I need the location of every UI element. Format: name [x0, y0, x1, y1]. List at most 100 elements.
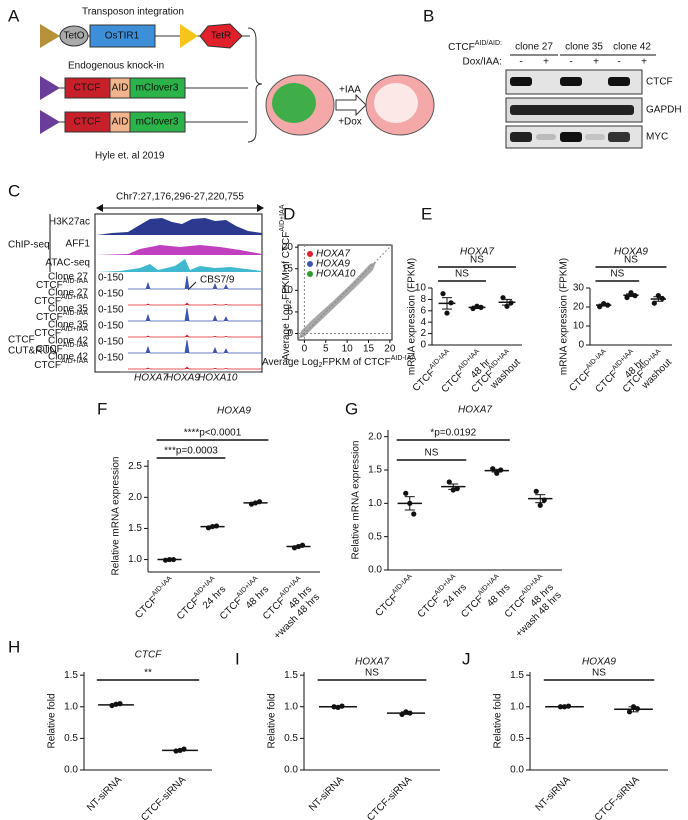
data-point: [252, 500, 259, 506]
data-point: [181, 746, 187, 752]
panel-letter: J: [462, 649, 471, 668]
arrow-head: [257, 204, 264, 212]
data-point: [537, 502, 543, 508]
label: ChIP-seq: [8, 240, 50, 251]
label: GAPDH: [646, 105, 682, 116]
y-axis-label: Relative fold: [47, 693, 58, 748]
construct-a: [40, 23, 435, 143]
text-part: Average Log: [262, 357, 319, 368]
y-tick-label: 1.5: [284, 670, 298, 681]
label: Clone 27: [48, 288, 88, 299]
x-tick-label: NT-siRNA: [85, 774, 124, 813]
data-point: [634, 706, 641, 712]
data-point: [500, 295, 506, 301]
label: 0-150: [98, 305, 124, 316]
data-point: [448, 300, 454, 306]
text-part: FPKM of CTCF: [322, 357, 390, 368]
category-label: CTCF-siRNA: [365, 774, 414, 820]
label: HOXA9: [166, 373, 200, 384]
data-point: [411, 511, 417, 517]
chart-title: HOXA9: [582, 657, 616, 668]
y-tick-label: 2.0: [368, 431, 382, 442]
label: CTCFAID+IAA: [34, 294, 88, 306]
data-point: [541, 497, 547, 503]
y-tick-label: 1.5: [368, 465, 382, 476]
band: [510, 105, 634, 115]
label: CTCFAID+IAA: [34, 326, 88, 338]
y-tick-label: 6: [420, 305, 426, 316]
label: +: [641, 57, 647, 68]
band: [536, 134, 556, 140]
legend-marker: [307, 261, 313, 267]
y-tick-label: 0.5: [368, 531, 382, 542]
y-axis-label: Relative fold: [267, 693, 278, 748]
band: [560, 132, 582, 142]
data-point: [117, 701, 123, 707]
data-point: [624, 294, 630, 301]
label: clone 42: [613, 42, 651, 53]
x-tick-label: NT-siRNA: [533, 774, 572, 813]
label: Dox/IAA:: [463, 57, 502, 68]
category-label: NT-siRNA: [533, 774, 572, 813]
text-part: CTCF: [448, 42, 475, 53]
nucleus: [272, 83, 316, 123]
y-tick-label: 1.0: [510, 701, 524, 712]
y-axis-label: Relative fold: [493, 693, 504, 748]
y-tick-label: 0.5: [284, 733, 298, 744]
x-tick-label: CTCFAID-IAA: [372, 573, 418, 619]
label: CTCFAID+IAA: [34, 358, 88, 370]
panel-letter: H: [8, 637, 20, 656]
y-tick-label: 4: [420, 317, 426, 328]
band: [608, 77, 630, 86]
significance-label: **: [144, 668, 152, 679]
data-point: [561, 704, 568, 710]
text-part: CTCF: [34, 296, 61, 307]
data-point: [565, 703, 572, 709]
data-point: [632, 293, 638, 299]
legend-marker: [307, 271, 313, 277]
data-point: [659, 295, 665, 302]
y-tick-label: 10: [573, 321, 585, 332]
y-tick-label: 1.5: [64, 670, 78, 681]
label: AID: [112, 117, 129, 128]
x-tick-label: 15: [363, 344, 375, 355]
y-tick-label: 0.0: [64, 765, 78, 776]
teto-shape: [59, 25, 89, 47]
category-label: CTCFAID-IAA: [133, 575, 174, 621]
category-label: CTCF-siRNA: [592, 774, 641, 820]
label: +: [543, 57, 549, 68]
data-point: [597, 304, 603, 310]
y-tick-label: 0.0: [368, 565, 382, 576]
category-label: NT-siRNA: [85, 774, 124, 813]
significance-label: ***p=0.0003: [164, 446, 218, 457]
mclover-box: [129, 111, 186, 133]
data-point: [335, 704, 341, 711]
data-point: [113, 701, 119, 707]
data-point: [508, 300, 514, 306]
band: [560, 77, 582, 86]
text-part: AID-IAA: [63, 342, 89, 349]
label: CTCFAID-IAA: [36, 310, 88, 322]
y-tick-label: 0.0: [284, 765, 298, 776]
panel-letter: B: [423, 6, 434, 25]
label: CTCF: [646, 77, 673, 88]
panel-letter: A: [8, 6, 20, 25]
promoter: [40, 110, 60, 134]
x-axis-label: Average Log2FPKM of CTCFAID-IAA: [262, 355, 416, 369]
significance-label: ****p<0.0001: [184, 428, 242, 439]
data-point: [651, 300, 657, 306]
data-point: [407, 500, 413, 506]
x-tick-label: 5: [323, 344, 329, 355]
x-tick-label: 10: [342, 344, 354, 355]
promoter: [40, 76, 60, 100]
chart-title: HOXA9: [217, 406, 251, 417]
track: [97, 259, 262, 272]
browser: [49, 204, 264, 373]
significance-label: *p=0.0192: [430, 428, 476, 439]
y-tick-label: 15: [282, 263, 294, 274]
data-point: [248, 501, 255, 507]
label: Transposon integration: [82, 7, 184, 18]
label: 0-150: [98, 289, 124, 300]
